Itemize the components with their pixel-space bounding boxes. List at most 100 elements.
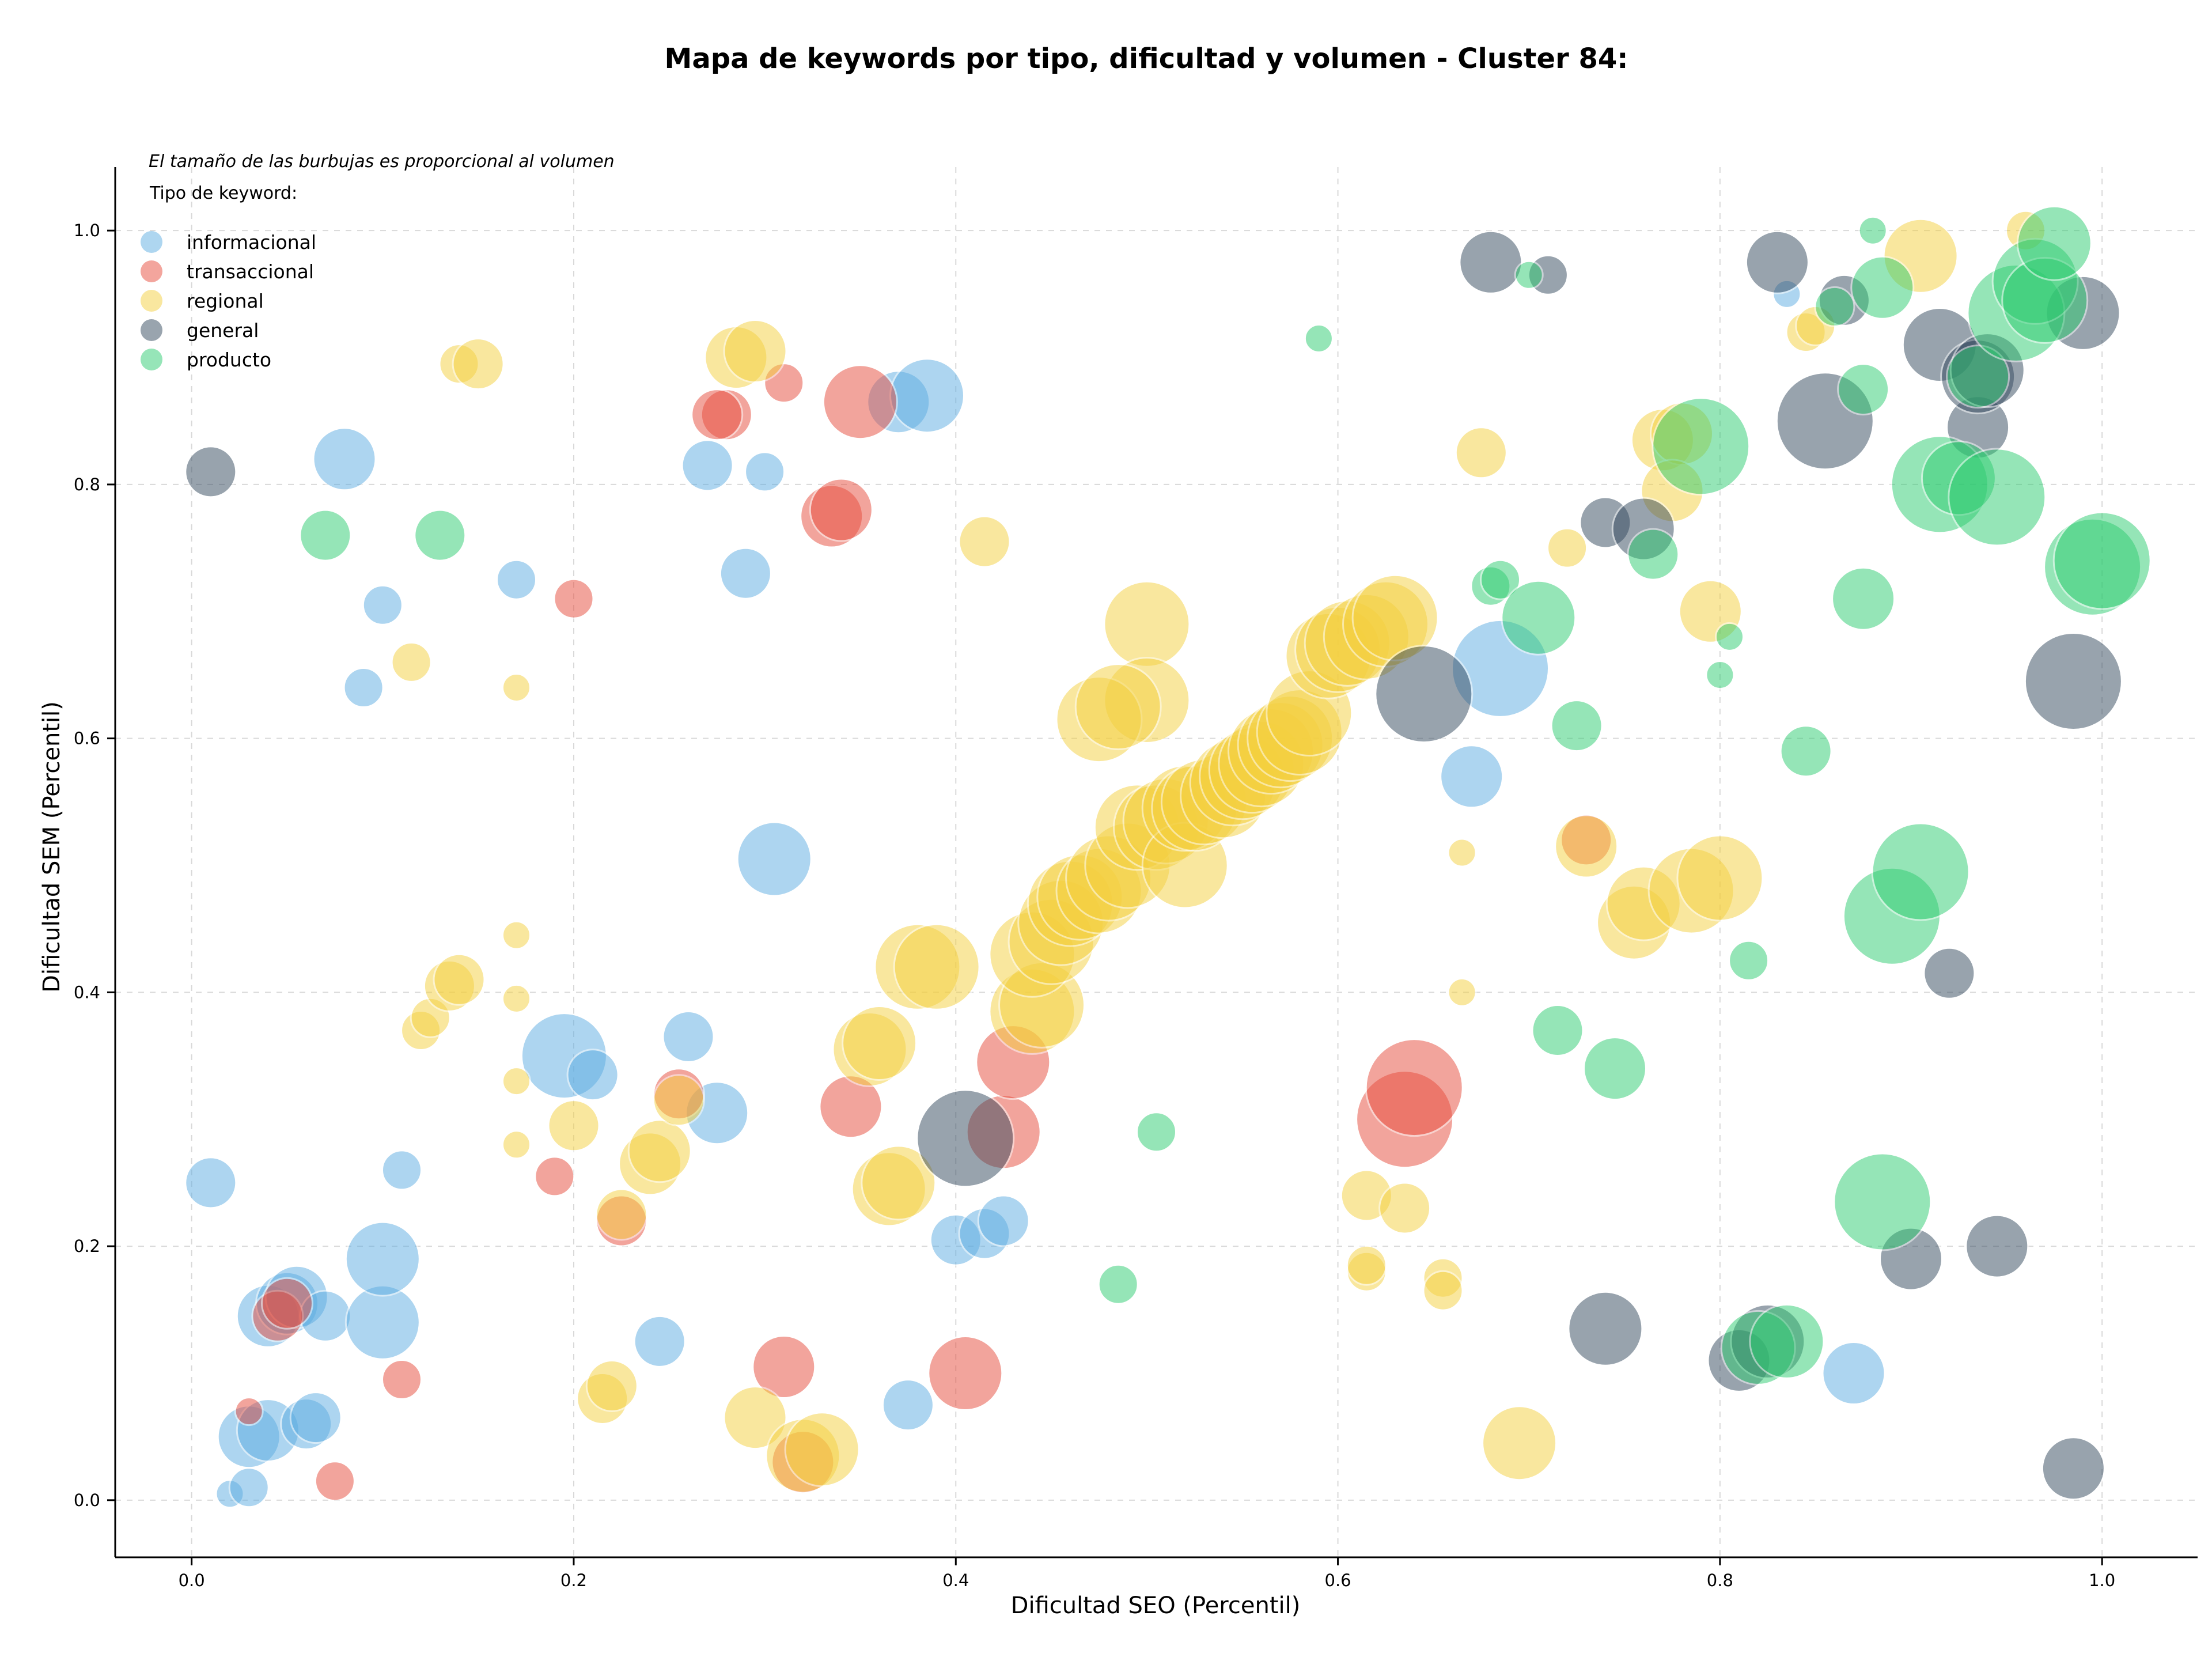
bubble-regional [1346, 1244, 1387, 1286]
legend-marker-general [141, 319, 162, 341]
legend-marker-producto [141, 349, 162, 370]
bubble-transaccional [809, 478, 873, 542]
bubble-regional [723, 1386, 787, 1450]
bubble-regional [1676, 834, 1764, 922]
bubble-producto [2052, 511, 2152, 610]
bubble-regional [1103, 580, 1191, 668]
bubble-regional [842, 1005, 918, 1081]
bubble-transaccional [553, 578, 594, 619]
bubble-informacional [1821, 1341, 1886, 1405]
bubble-producto [1531, 1004, 1584, 1057]
bubble-regional [1378, 1182, 1431, 1235]
bubble-general [2024, 632, 2123, 731]
bubble-producto [1715, 622, 1744, 652]
legend-marker-informacional [141, 231, 162, 253]
bubble-producto [2016, 205, 2092, 281]
x-tick-label: 0.4 [942, 1571, 969, 1590]
bubble-general [916, 1089, 1015, 1188]
bubble-producto [1705, 660, 1735, 690]
bubble-producto [1858, 215, 1888, 245]
legend-label-informacional: informacional [187, 231, 316, 253]
bubble-producto [1583, 1036, 1647, 1101]
bubble-informacional [312, 427, 377, 491]
bubble-general [1567, 1291, 1643, 1367]
bubble-producto [1837, 363, 1890, 416]
bubble-informacional [289, 1391, 342, 1444]
bubble-producto [1871, 822, 1970, 921]
x-axis-label: Dificultad SEO (Percentil) [1011, 1592, 1301, 1619]
bubble-transaccional [261, 1277, 313, 1330]
bubble-regional [861, 1145, 937, 1221]
bubble-general [1374, 645, 1474, 743]
bubble-informacional [719, 547, 772, 600]
bubble-regional [652, 1074, 705, 1127]
chart-title: Mapa de keywords por tipo, dificultad y … [665, 43, 1628, 75]
bubble-regional [893, 923, 980, 1011]
bubble-general [1745, 230, 1809, 294]
bubble-general [184, 445, 237, 498]
y-tick-label: 0.4 [74, 982, 100, 1002]
bubble-regional [502, 1066, 531, 1096]
bubble-transaccional [927, 1335, 1003, 1411]
x-tick-label: 0.6 [1325, 1571, 1351, 1590]
bubble-regional [1482, 1405, 1558, 1481]
bubble-general [2041, 1436, 2105, 1501]
bubble-transaccional [1365, 1038, 1464, 1137]
legend-label-general: general [187, 319, 259, 342]
bubble-regional [452, 338, 505, 391]
bubble-informacional [184, 1156, 237, 1209]
bubble-informacional [1440, 744, 1504, 809]
y-tick-label: 1.0 [74, 221, 100, 240]
legend-label-regional: regional [187, 290, 264, 312]
bubble-regional [958, 515, 1011, 568]
bubble-transaccional [314, 1461, 355, 1502]
bubble-producto [1501, 580, 1577, 656]
legend-marker-regional [141, 290, 162, 312]
axis-ticks: 0.0 0.2 0.4 0.6 0.8 1.0 0.0 0.2 0.4 0.6 0.8 1.0 [74, 221, 2115, 1590]
bubble-producto [1831, 566, 1896, 631]
legend-label-producto: producto [187, 349, 271, 371]
y-tick-label: 0.2 [74, 1236, 100, 1256]
bubble-regional [502, 1130, 531, 1160]
bubble-producto [1779, 725, 1832, 778]
bubble-regional [502, 983, 531, 1013]
bubble-regional [1547, 527, 1588, 569]
bubble-general [1459, 230, 1523, 294]
bubble-producto [1480, 559, 1521, 600]
y-tick-label: 0.0 [74, 1490, 100, 1510]
bubble-regional [627, 1119, 692, 1183]
bubble-informacional [344, 1221, 421, 1297]
bubble-producto [1814, 286, 1855, 327]
bubble-regional [1447, 977, 1477, 1007]
bubble-regional [502, 920, 531, 950]
bubble-regional [502, 673, 531, 702]
legend-marker-transaccional [141, 260, 162, 282]
size-note: El tamaño de las burbujas es proporciona… [149, 152, 615, 172]
bubble-regional [391, 641, 432, 683]
bubble-transaccional [381, 1359, 422, 1400]
bubbles [184, 205, 2152, 1509]
x-tick-label: 0.0 [179, 1571, 205, 1590]
bubble-producto [299, 509, 352, 562]
bubble-informacional [381, 1149, 422, 1191]
bubble-producto [414, 509, 467, 562]
bubble-producto [1948, 448, 2047, 547]
bubble-regional [1074, 663, 1162, 751]
bubble-informacional [633, 1315, 686, 1368]
bubble-producto [1728, 940, 1770, 981]
y-tick-label: 0.6 [74, 729, 100, 748]
bubble-regional [784, 1412, 860, 1488]
bubble-regional [585, 1360, 638, 1412]
bubble-producto [1833, 1152, 1932, 1251]
bubble-producto [1946, 345, 2010, 409]
bubble-general [1965, 1214, 2029, 1278]
y-axis-label: Dificultad SEM (Percentil) [39, 701, 65, 993]
bubble-regional [433, 953, 486, 1006]
bubble-producto [1550, 699, 1603, 752]
bubble-regional [595, 1188, 648, 1241]
bubble-regional [1422, 1270, 1464, 1311]
bubble-transaccional [752, 1335, 816, 1399]
bubble-informacional [977, 1194, 1030, 1247]
bubble-informacional [496, 559, 537, 600]
